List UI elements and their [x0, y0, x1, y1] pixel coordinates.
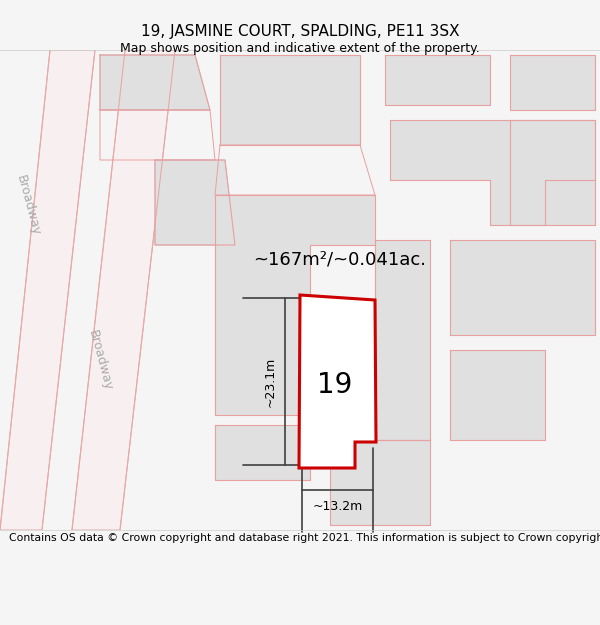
Polygon shape	[450, 240, 595, 335]
Polygon shape	[299, 295, 376, 468]
Text: ~23.1m: ~23.1m	[263, 356, 277, 407]
Polygon shape	[450, 350, 545, 440]
Polygon shape	[330, 440, 430, 525]
Text: Broadway: Broadway	[14, 173, 43, 237]
Polygon shape	[215, 195, 375, 415]
Polygon shape	[385, 55, 490, 105]
Polygon shape	[510, 55, 595, 110]
Text: Broadway: Broadway	[86, 328, 115, 392]
Polygon shape	[215, 425, 310, 480]
Text: 19: 19	[317, 371, 353, 399]
Polygon shape	[390, 120, 595, 225]
Text: Contains OS data © Crown copyright and database right 2021. This information is : Contains OS data © Crown copyright and d…	[9, 533, 600, 543]
Polygon shape	[155, 160, 235, 245]
Polygon shape	[220, 55, 360, 145]
Text: Map shows position and indicative extent of the property.: Map shows position and indicative extent…	[120, 42, 480, 55]
Polygon shape	[0, 50, 95, 530]
Polygon shape	[100, 55, 210, 110]
Text: ~167m²/~0.041ac.: ~167m²/~0.041ac.	[254, 251, 427, 269]
Text: ~13.2m: ~13.2m	[313, 501, 362, 514]
Polygon shape	[375, 240, 430, 440]
Polygon shape	[72, 50, 175, 530]
Text: 19, JASMINE COURT, SPALDING, PE11 3SX: 19, JASMINE COURT, SPALDING, PE11 3SX	[140, 24, 460, 39]
